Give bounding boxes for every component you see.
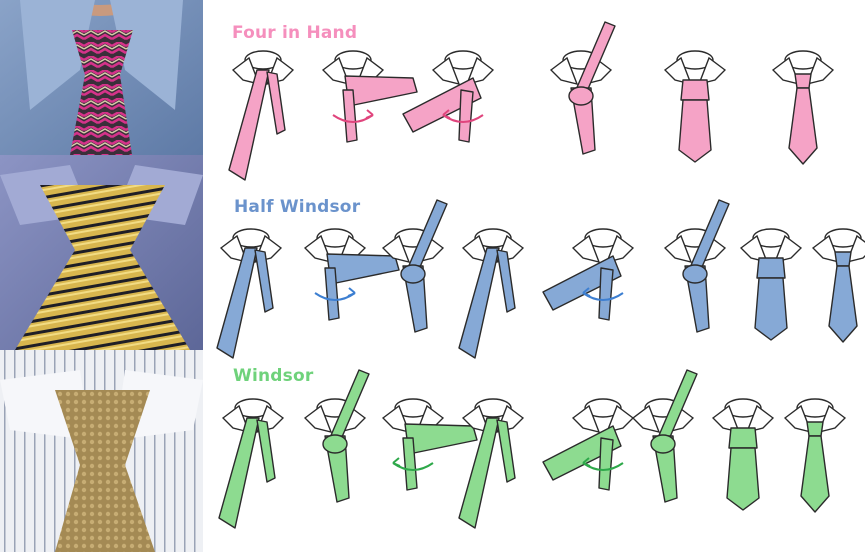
photo-gold-striped-tie <box>0 155 203 350</box>
row-1-step-6 <box>771 50 835 165</box>
row-3-step-7 <box>711 398 775 511</box>
row-3-step-8 <box>783 398 847 513</box>
tie-knot-steps-diagram <box>216 21 865 529</box>
row-1-step-1 <box>228 50 295 181</box>
row-3-step-1 <box>218 398 285 529</box>
row-2-step-1 <box>216 228 283 359</box>
row-3-step-6 <box>631 369 698 503</box>
photo-pink-chevron-tie <box>0 0 203 155</box>
row-2-step-8 <box>811 228 865 343</box>
row-1-step-5 <box>663 50 727 163</box>
row-2-step-7 <box>739 228 803 341</box>
row-2-step-5 <box>542 228 635 321</box>
four-in-hand-title: Four in Hand <box>232 23 358 43</box>
row-2-step-2 <box>303 228 400 321</box>
row-2-step-6 <box>663 199 730 333</box>
row-3-step-3 <box>381 398 478 491</box>
row-3-step-4 <box>458 398 525 529</box>
photo-bronze-tie <box>0 350 203 552</box>
windsor-title: Windsor <box>233 366 314 386</box>
row-3-step-5 <box>542 398 635 491</box>
row-2-step-3 <box>381 199 448 333</box>
half-windsor-title: Half Windsor <box>234 197 361 217</box>
row-3-step-2 <box>303 369 370 503</box>
row-1-step-3 <box>402 50 495 143</box>
row-2-step-4 <box>458 228 525 359</box>
row-1-step-2 <box>321 50 418 143</box>
row-1-step-4 <box>549 21 616 155</box>
